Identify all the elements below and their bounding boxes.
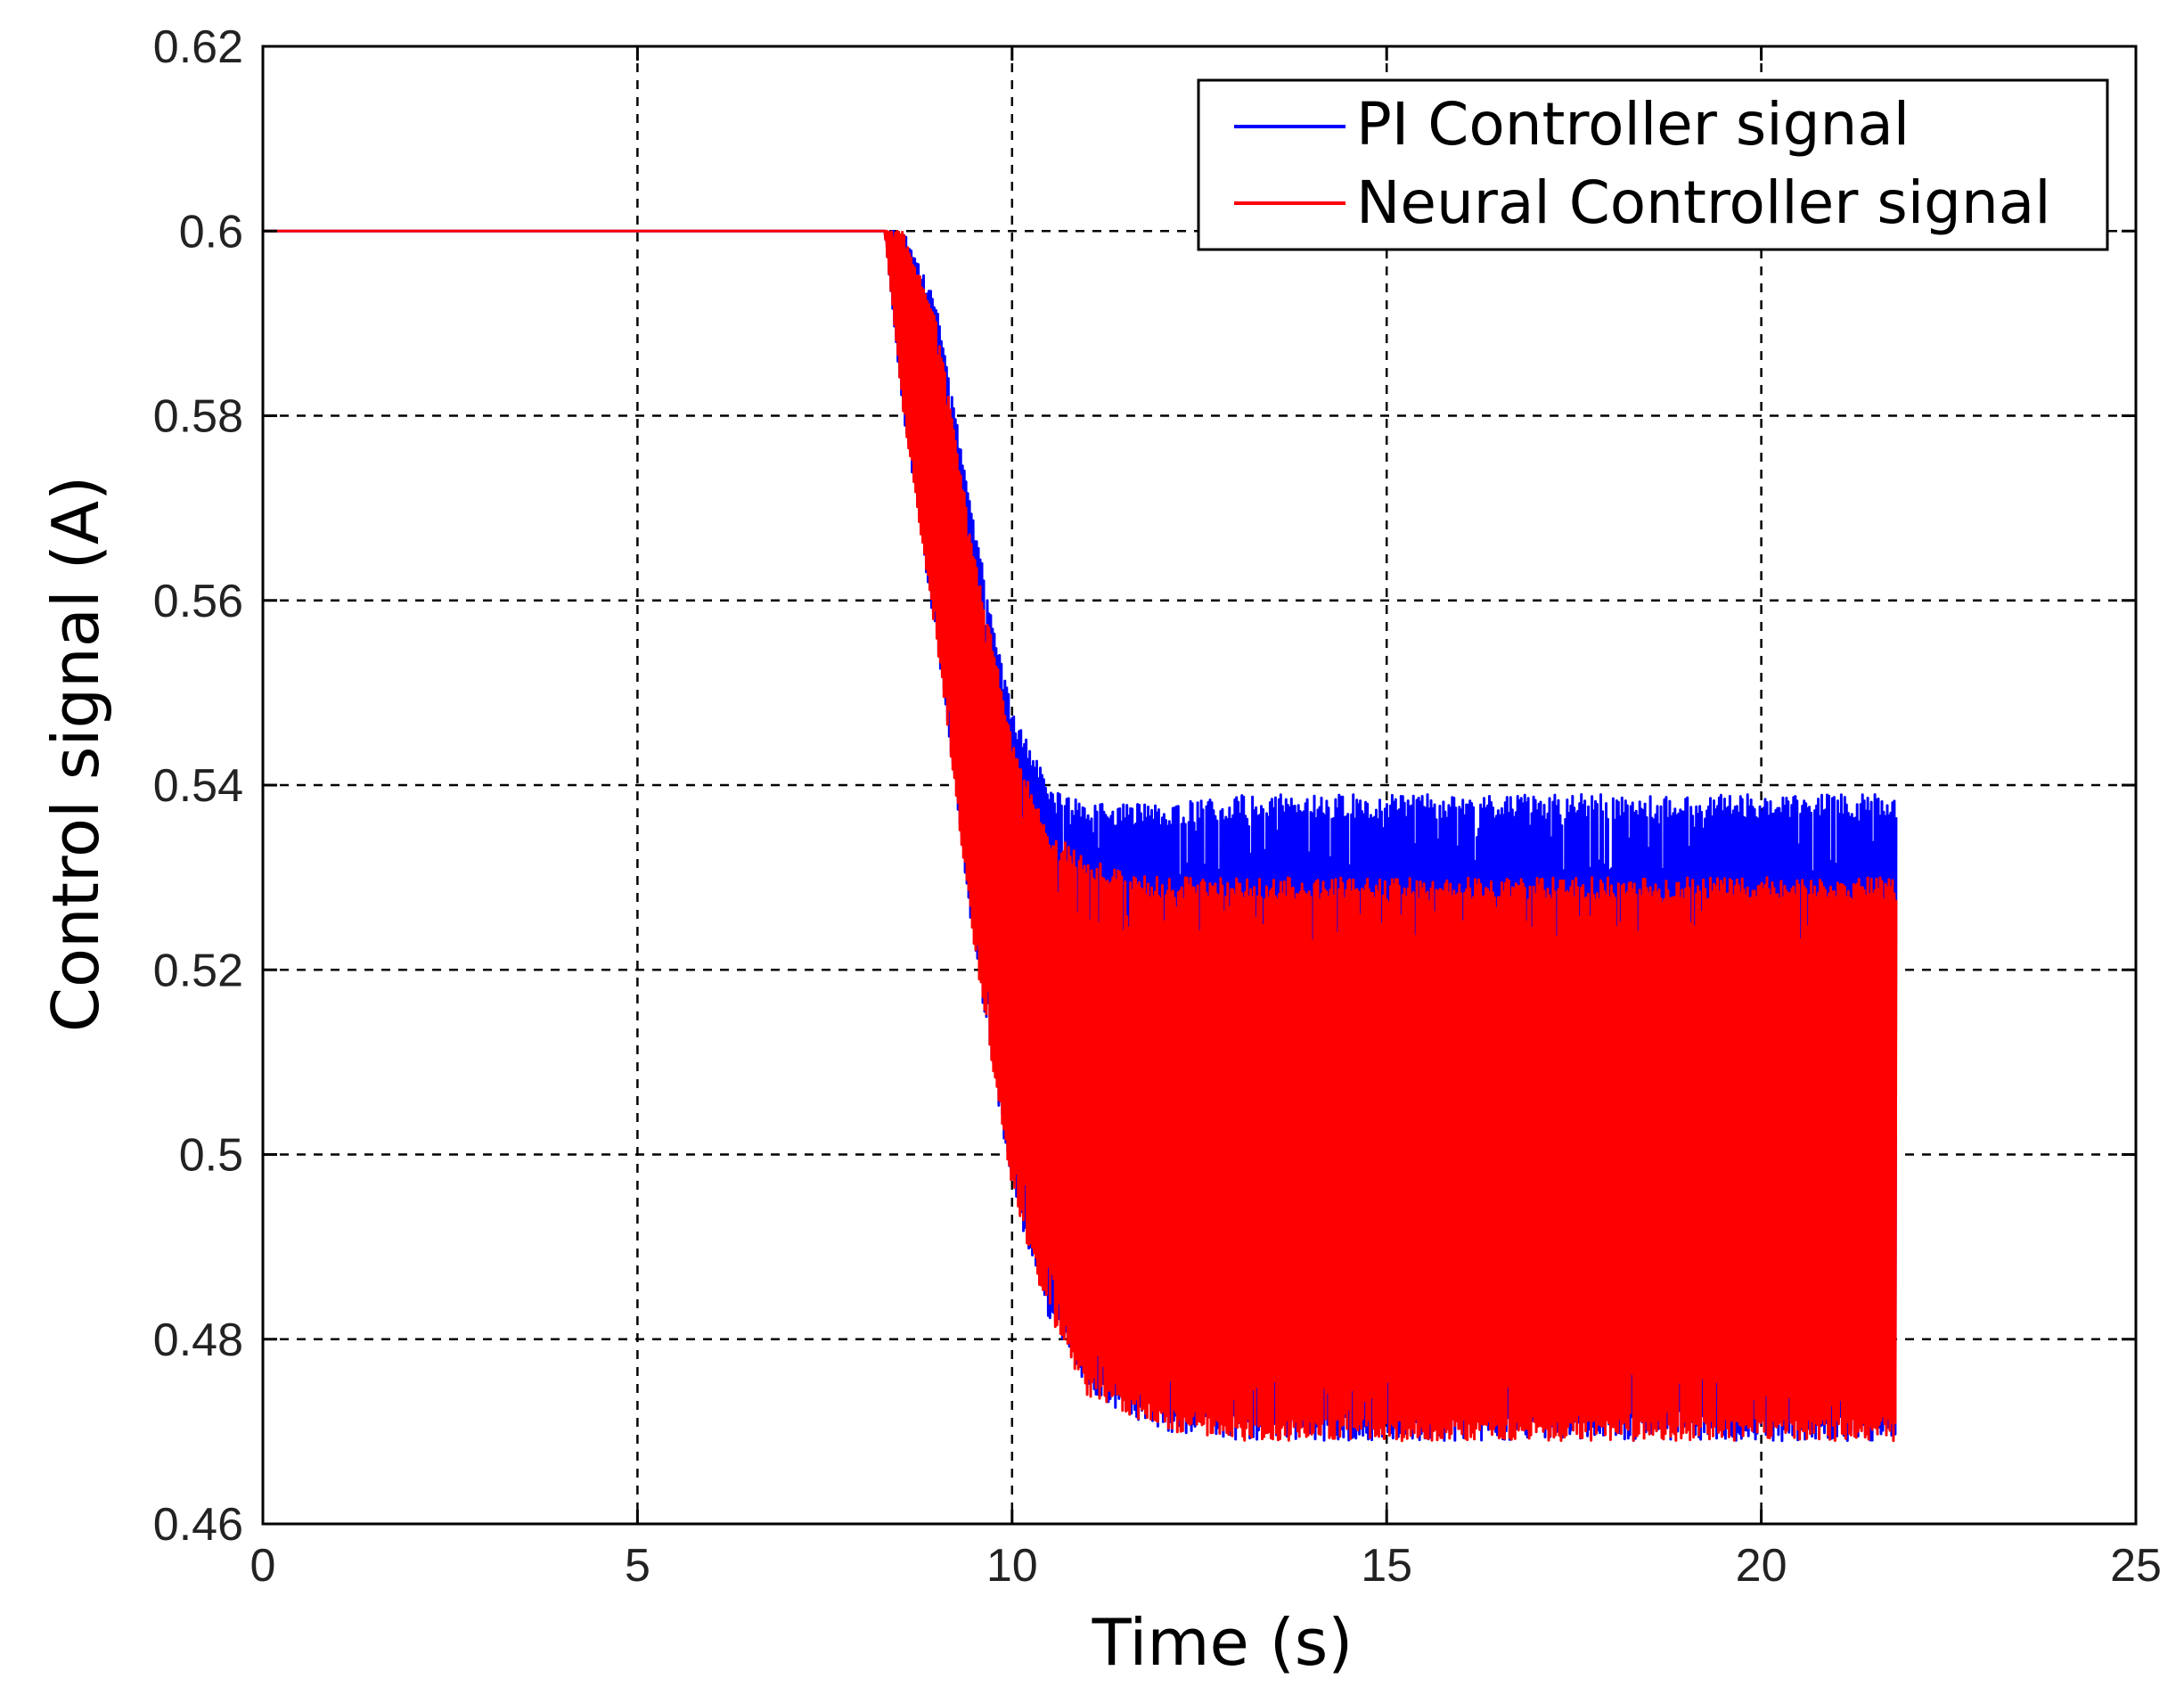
x-axis-label: Time (s) (1092, 1605, 1354, 1680)
legend-label-pi: PI Controller signal (1356, 90, 1910, 159)
x-tick-label: 25 (2110, 1540, 2162, 1592)
y-tick-label: 0.62 (153, 21, 243, 73)
legend-box (1197, 78, 2109, 251)
y-tick-label: 0.56 (153, 576, 243, 627)
x-tick-label: 15 (1361, 1540, 1412, 1592)
legend: PI Controller signal Neural Controller s… (1197, 78, 2109, 251)
ticks: 0 5 10 15 20 25 0.46 0.48 0.5 0.52 0.54 0.56 0.58 0.6… (153, 21, 2162, 1592)
x-tick-label: 5 (625, 1540, 650, 1592)
y-tick-label: 0.6 (179, 206, 243, 258)
y-tick-label: 0.5 (179, 1130, 243, 1182)
x-tick-label: 10 (986, 1540, 1038, 1592)
legend-label-neural: Neural Controller signal (1356, 168, 2051, 237)
y-tick-label: 0.48 (153, 1314, 243, 1366)
y-axis-label: Control signal (A) (38, 476, 113, 1032)
y-tick-label: 0.54 (153, 760, 243, 812)
series-layer (263, 229, 1898, 1443)
y-tick-label: 0.52 (153, 945, 243, 996)
y-tick-label: 0.46 (153, 1499, 243, 1551)
x-tick-label: 0 (250, 1540, 276, 1592)
x-tick-label: 20 (1736, 1540, 1787, 1592)
y-tick-label: 0.58 (153, 391, 243, 443)
series-line-1 (263, 229, 1898, 1443)
